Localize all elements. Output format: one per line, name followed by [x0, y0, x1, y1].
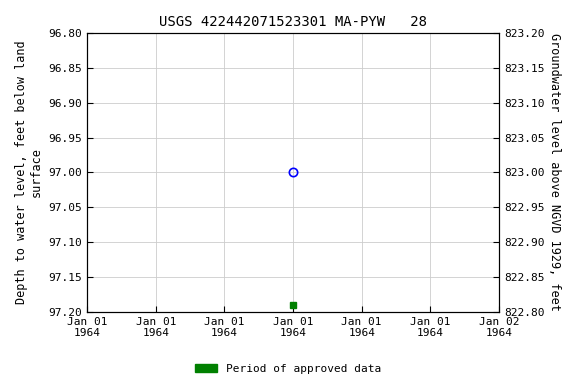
- Legend: Period of approved data: Period of approved data: [191, 359, 385, 379]
- Y-axis label: Groundwater level above NGVD 1929, feet: Groundwater level above NGVD 1929, feet: [548, 33, 561, 311]
- Title: USGS 422442071523301 MA-PYW   28: USGS 422442071523301 MA-PYW 28: [159, 15, 427, 29]
- Y-axis label: Depth to water level, feet below land
surface: Depth to water level, feet below land su…: [15, 41, 43, 304]
